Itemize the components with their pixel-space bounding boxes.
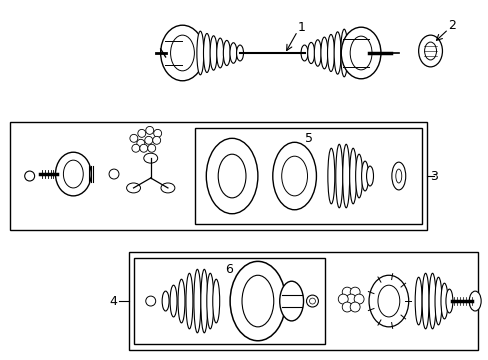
- Circle shape: [342, 302, 351, 312]
- Ellipse shape: [468, 291, 480, 311]
- Ellipse shape: [201, 269, 207, 333]
- Ellipse shape: [341, 27, 380, 79]
- Ellipse shape: [377, 285, 399, 317]
- Ellipse shape: [218, 154, 245, 198]
- Ellipse shape: [320, 37, 327, 69]
- Ellipse shape: [391, 162, 405, 190]
- Ellipse shape: [194, 269, 201, 333]
- Ellipse shape: [424, 42, 436, 60]
- Ellipse shape: [327, 148, 334, 204]
- Ellipse shape: [212, 279, 219, 323]
- Circle shape: [349, 287, 359, 297]
- Ellipse shape: [440, 283, 447, 319]
- Ellipse shape: [236, 45, 243, 61]
- Circle shape: [349, 302, 359, 312]
- Ellipse shape: [143, 153, 157, 163]
- Ellipse shape: [210, 36, 217, 70]
- Ellipse shape: [63, 160, 83, 188]
- Circle shape: [140, 144, 147, 152]
- Ellipse shape: [445, 289, 452, 313]
- Ellipse shape: [307, 42, 314, 64]
- Circle shape: [153, 129, 162, 137]
- Ellipse shape: [229, 43, 236, 63]
- Circle shape: [306, 295, 318, 307]
- Ellipse shape: [349, 148, 356, 204]
- Ellipse shape: [126, 183, 140, 193]
- Bar: [134, 258, 325, 344]
- Text: 5: 5: [304, 132, 312, 145]
- Text: 1: 1: [297, 21, 305, 34]
- Ellipse shape: [203, 33, 210, 72]
- Circle shape: [109, 169, 119, 179]
- Ellipse shape: [170, 35, 194, 71]
- Ellipse shape: [335, 144, 342, 208]
- Ellipse shape: [421, 273, 428, 329]
- Ellipse shape: [395, 169, 401, 183]
- Ellipse shape: [281, 156, 307, 196]
- Circle shape: [25, 171, 35, 181]
- Circle shape: [137, 139, 144, 147]
- Ellipse shape: [428, 273, 435, 329]
- Ellipse shape: [418, 35, 442, 67]
- Ellipse shape: [314, 40, 321, 66]
- Ellipse shape: [342, 144, 349, 208]
- Ellipse shape: [340, 29, 347, 77]
- Ellipse shape: [349, 36, 371, 70]
- Ellipse shape: [333, 32, 341, 74]
- Ellipse shape: [161, 25, 204, 81]
- Circle shape: [147, 144, 155, 152]
- Circle shape: [152, 136, 161, 144]
- Ellipse shape: [434, 277, 441, 325]
- Text: 2: 2: [447, 19, 455, 32]
- Ellipse shape: [327, 35, 334, 72]
- Ellipse shape: [55, 152, 91, 196]
- Bar: [10, 122, 426, 230]
- Ellipse shape: [162, 291, 169, 311]
- Circle shape: [342, 287, 351, 297]
- Bar: [129, 252, 477, 350]
- Ellipse shape: [368, 275, 408, 327]
- Ellipse shape: [242, 275, 273, 327]
- Text: 6: 6: [224, 263, 233, 276]
- Circle shape: [338, 294, 347, 304]
- Circle shape: [145, 126, 153, 134]
- Text: 4: 4: [109, 294, 117, 307]
- Circle shape: [309, 298, 315, 304]
- Ellipse shape: [272, 142, 316, 210]
- Circle shape: [145, 296, 155, 306]
- Ellipse shape: [161, 183, 175, 193]
- Ellipse shape: [230, 261, 285, 341]
- Circle shape: [346, 294, 355, 304]
- Bar: [195, 129, 421, 224]
- Text: 3: 3: [429, 170, 438, 183]
- Ellipse shape: [185, 273, 192, 329]
- Circle shape: [132, 144, 140, 152]
- Ellipse shape: [197, 31, 203, 75]
- Ellipse shape: [355, 154, 362, 198]
- Ellipse shape: [216, 38, 223, 68]
- Ellipse shape: [178, 279, 184, 323]
- Circle shape: [138, 129, 145, 137]
- Circle shape: [144, 136, 152, 144]
- Ellipse shape: [279, 281, 303, 321]
- Ellipse shape: [206, 138, 257, 214]
- Ellipse shape: [414, 277, 421, 325]
- Ellipse shape: [206, 273, 213, 329]
- Ellipse shape: [170, 285, 177, 317]
- Circle shape: [130, 134, 138, 142]
- Ellipse shape: [301, 45, 307, 61]
- Ellipse shape: [366, 166, 373, 186]
- Ellipse shape: [223, 40, 230, 66]
- Circle shape: [353, 294, 364, 304]
- Ellipse shape: [361, 161, 368, 191]
